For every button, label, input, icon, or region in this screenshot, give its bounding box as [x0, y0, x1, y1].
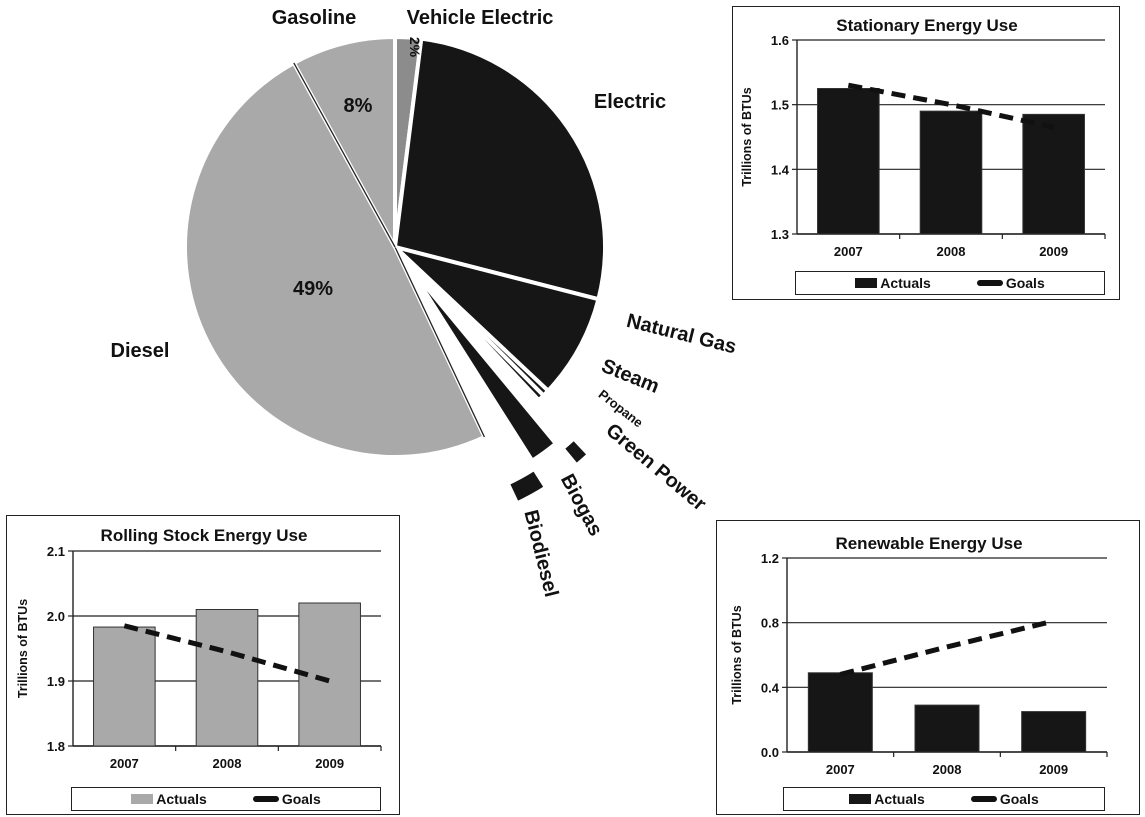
pie-value-gasoline: 8%: [344, 95, 373, 117]
pie-separator-diesel: [394, 246, 486, 438]
y-axis-label: Trillions of BTUs: [16, 599, 30, 698]
pie-label-diesel: Diesel: [111, 340, 170, 362]
legend-swatch-actuals: [131, 794, 154, 804]
pie-label-biodiesel: Biodiesel: [519, 508, 562, 600]
legend-item-actuals: Actuals: [855, 275, 931, 291]
bar-actuals-2007: [817, 88, 880, 235]
pie-slice-green-power: [559, 435, 592, 469]
bar-actuals-2007: [93, 626, 156, 747]
y-tick-label: 1.2: [761, 551, 779, 566]
bar-actuals-2007: [807, 672, 873, 753]
legend-item-goals: Goals: [252, 791, 321, 807]
stationary-legend: Actuals Goals: [795, 271, 1105, 295]
y-tick-label: 1.3: [771, 227, 789, 242]
renewable-legend: Actuals Goals: [783, 787, 1105, 811]
x-tick-label-2008: 2008: [933, 762, 962, 777]
bar-actuals-2009: [298, 602, 361, 747]
legend-label-goals: Goals: [281, 791, 321, 807]
bar-actuals-2008: [919, 110, 983, 235]
pie-label-green-power: Green Power: [602, 419, 711, 515]
y-tick-label: 1.6: [771, 33, 789, 48]
renewable-energy-plot: Renewable Energy Use 0.0 0.4 0.8 1.2 Trillion…: [730, 534, 1108, 777]
legend-swatch-actuals: [855, 278, 878, 288]
legend-item-actuals: Actuals: [849, 791, 925, 807]
pie-label-natural-gas: Natural Gas: [624, 310, 738, 359]
pie-label-gasoline: Gasoline: [272, 7, 356, 29]
bar-actuals-2008: [195, 609, 259, 747]
x-tick-label-2009: 2009: [1039, 244, 1068, 259]
legend-item-goals: Goals: [976, 275, 1045, 291]
x-tick-label-2008: 2008: [937, 244, 966, 259]
pie-slice-biogas: [406, 263, 559, 464]
pie-separator-gasoline: [293, 62, 396, 248]
x-tick-label-2007: 2007: [834, 244, 863, 259]
chart-title: Renewable Energy Use: [835, 534, 1022, 553]
pie-label-vehicle-electric: Vehicle Electric: [407, 7, 554, 29]
x-tick-label-2009: 2009: [1039, 762, 1068, 777]
goals-line: [839, 618, 1055, 677]
x-tick-label-2008: 2008: [213, 756, 242, 771]
chart-title: Rolling Stock Energy Use: [101, 526, 308, 545]
goals-line: [847, 82, 1055, 130]
bar-actuals-2009: [1021, 711, 1087, 753]
y-axis-label: Trillions of BTUs: [740, 87, 754, 186]
pie-slice-gasoline: [291, 34, 397, 248]
y-tick-label: 2.1: [47, 544, 65, 559]
legend-label-actuals: Actuals: [874, 791, 925, 807]
pie-slice-propane: [393, 245, 547, 403]
pie-value-diesel: 49%: [293, 278, 333, 300]
y-tick-label: 1.4: [771, 162, 790, 177]
bar-actuals-2009: [1022, 113, 1085, 235]
bar-actuals-2008: [914, 704, 980, 753]
chart-title: Stationary Energy Use: [836, 16, 1017, 35]
pie-label-electric: Electric: [594, 91, 666, 113]
pie-slice-diesel: [183, 60, 488, 459]
stationary-energy-plot: Stationary Energy Use 1.3 1.4 1.5 1.6 Trillio…: [740, 16, 1106, 259]
x-tick-label-2007: 2007: [826, 762, 855, 777]
pie-slices: [183, 34, 607, 507]
y-tick-label: 1.9: [47, 674, 65, 689]
stationary-energy-chart-panel: Stationary Energy Use 1.3 1.4 1.5 1.6 Trillio…: [732, 6, 1120, 300]
rolling-stock-energy-plot: Rolling Stock Energy Use 1.8 1.9 2.0 2.1 Tril…: [16, 526, 382, 771]
y-tick-label: 0.4: [761, 680, 780, 695]
pie-slice-natural-gas: [393, 245, 601, 394]
rolling-stock-energy-chart-panel: Rolling Stock Energy Use 1.8 1.9 2.0 2.1 Tril…: [6, 515, 400, 815]
y-tick-label: 2.0: [47, 609, 65, 624]
y-tick-label: 0.8: [761, 616, 779, 631]
legend-label-actuals: Actuals: [880, 275, 931, 291]
legend-label-actuals: Actuals: [156, 791, 207, 807]
x-tick-label-2007: 2007: [110, 756, 139, 771]
legend-swatch-goals: [970, 796, 997, 802]
legend-swatch-goals: [976, 280, 1003, 286]
legend-label-goals: Goals: [1005, 275, 1045, 291]
pie-slice-biodiesel: [505, 466, 549, 507]
goals-line: [123, 623, 331, 684]
rolling-stock-legend: Actuals Goals: [71, 787, 381, 811]
x-tick-label-2009: 2009: [315, 756, 344, 771]
pie-label-biogas: Biogas: [556, 471, 607, 540]
y-tick-label: 0.0: [761, 745, 779, 760]
y-tick-label: 1.8: [47, 739, 65, 754]
legend-item-actuals: Actuals: [131, 791, 207, 807]
pie-slice-electric: [392, 36, 607, 302]
legend-swatch-goals: [252, 796, 279, 802]
legend-swatch-actuals: [849, 794, 872, 804]
y-tick-label: 1.5: [771, 98, 789, 113]
pie-value-vehicle-electric: 2%: [407, 37, 423, 58]
y-axis-label: Trillions of BTUs: [730, 605, 744, 704]
renewable-energy-chart-panel: Renewable Energy Use 0.0 0.4 0.8 1.2 Trillion…: [716, 520, 1140, 815]
legend-item-goals: Goals: [970, 791, 1039, 807]
legend-label-goals: Goals: [999, 791, 1039, 807]
